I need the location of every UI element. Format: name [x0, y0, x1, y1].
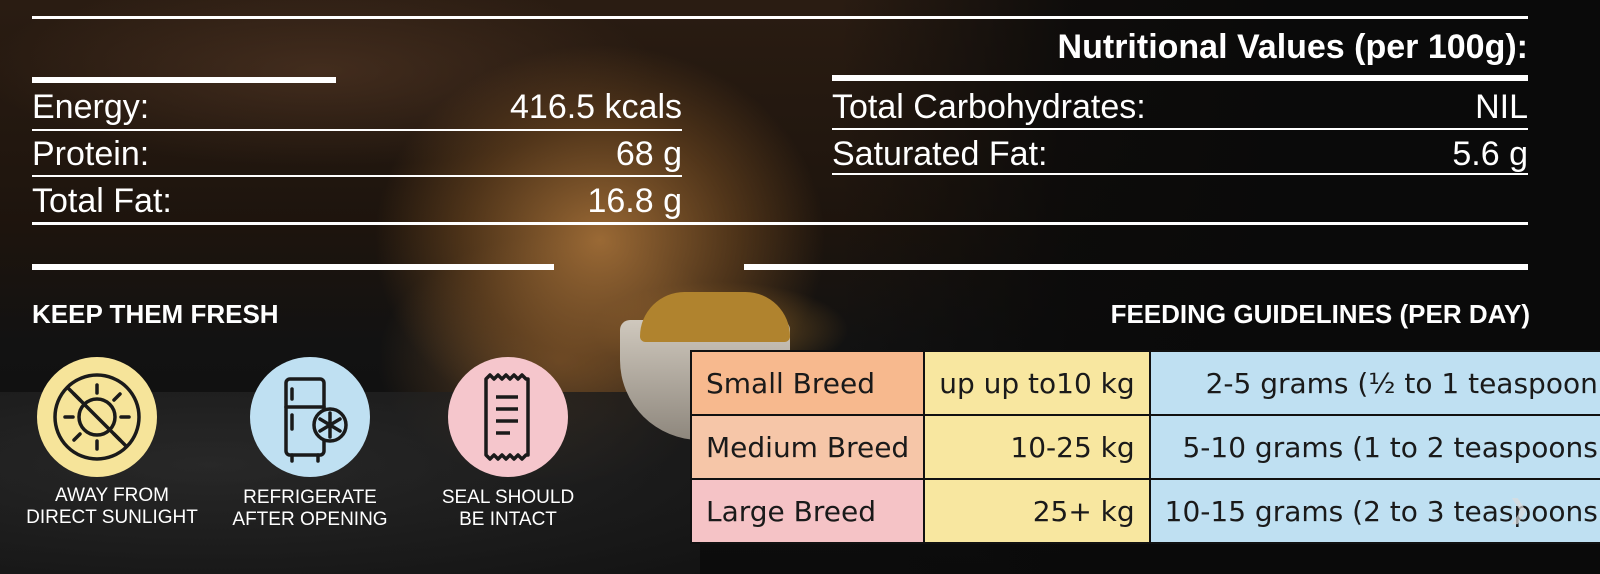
section-divider-left — [32, 264, 554, 270]
carbohydrates-value: NIL — [1475, 88, 1528, 126]
table-row: Medium Breed 10-25 kg 5-10 grams (1 to 2… — [689, 414, 1600, 480]
keep-fresh-title: KEEP THEM FRESH — [32, 299, 279, 329]
refrigerate-caption: REFRIGERATE AFTER OPENING — [232, 487, 388, 530]
table-row: Large Breed 25+ kg 10-15 grams (2 to 3 t… — [689, 478, 1600, 544]
breed-cell: Small Breed — [689, 350, 926, 416]
sealed-pack-icon — [484, 373, 530, 461]
row-rule — [832, 128, 1528, 130]
energy-value: 416.5 kcals — [510, 88, 682, 126]
right-header-rule — [832, 75, 1528, 81]
total-fat-label: Total Fat: — [32, 182, 172, 220]
weight-cell: 25+ kg — [923, 478, 1151, 544]
amount-cell: 2-5 grams (½ to 1 teaspoon) — [1148, 350, 1600, 416]
table-row: Small Breed up up to10 kg 2-5 grams (½ t… — [689, 350, 1600, 416]
weight-cell: up up to10 kg — [923, 350, 1151, 416]
refrigerate-badge — [250, 357, 370, 477]
section-divider-right — [744, 264, 1528, 270]
top-rule — [32, 16, 1528, 19]
energy-label: Energy: — [32, 88, 150, 126]
sunlight-caption: AWAY FROM DIRECT SUNLIGHT — [26, 485, 198, 528]
fridge-icon — [284, 377, 348, 463]
food-powder — [640, 292, 790, 342]
chevron-right-icon: ❯ — [1508, 494, 1530, 524]
seal-caption: SEAL SHOULD BE INTACT — [441, 487, 575, 530]
nutrition-title: Nutritional Values (per 100g): — [1057, 28, 1528, 66]
saturated-fat-label: Saturated Fat: — [832, 135, 1048, 173]
protein-value: 68 g — [615, 135, 682, 173]
amount-cell: 5-10 grams (1 to 2 teaspoons) — [1148, 414, 1600, 480]
breed-cell: Large Breed — [689, 478, 926, 544]
saturated-fat-value: 5.6 g — [1452, 135, 1528, 173]
breed-cell: Medium Breed — [689, 414, 926, 480]
row-rule — [32, 175, 682, 177]
row-rule — [32, 129, 682, 131]
seal-badge — [448, 357, 568, 477]
nutrition-bottom-rule — [32, 222, 1528, 225]
total-fat-value: 16.8 g — [587, 182, 682, 220]
amount-cell: 10-15 grams (2 to 3 teaspoons) — [1148, 478, 1600, 544]
feeding-title: FEEDING GUIDELINES (PER DAY) — [1110, 299, 1530, 329]
carbohydrates-label: Total Carbohydrates: — [832, 88, 1146, 126]
sunlight-badge — [37, 357, 157, 477]
weight-cell: 10-25 kg — [923, 414, 1151, 480]
row-rule — [832, 173, 1528, 175]
no-sun-icon — [53, 373, 141, 461]
feeding-table: Small Breed up up to10 kg 2-5 grams (½ t… — [689, 350, 1600, 544]
left-header-rule — [32, 77, 336, 83]
protein-label: Protein: — [32, 135, 150, 173]
